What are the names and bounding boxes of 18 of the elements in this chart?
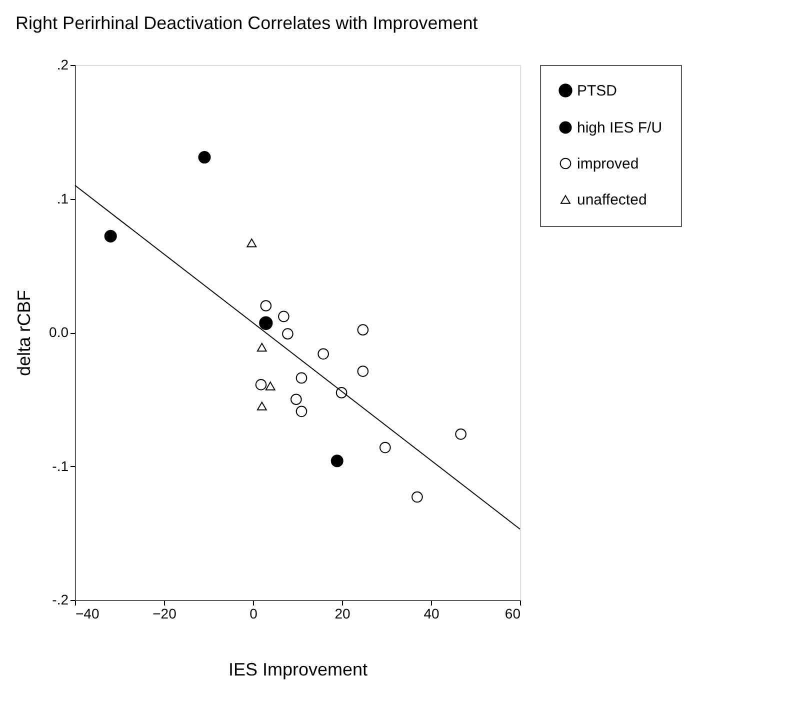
y-tick-label: 0.0: [49, 324, 69, 340]
x-tick-label: 0: [250, 606, 258, 622]
x-tick-label: 40: [424, 606, 440, 622]
x-tick-label: −40: [76, 606, 100, 622]
chart-title: Right Perirhinal Deactivation Correlates with Improvement: [16, 13, 478, 33]
y-tick-label: -.2: [52, 592, 69, 608]
y-tick-label: .1: [56, 190, 69, 206]
legend-label: unaffected: [577, 192, 647, 208]
y-tick-label: -.1: [52, 458, 69, 474]
x-tick-label: 20: [334, 606, 350, 622]
legend-label: high IES F/U: [577, 120, 662, 136]
x-axis-title: IES Improvement: [228, 660, 368, 680]
x-tick-label: −20: [152, 606, 177, 622]
legend-label: improved: [577, 156, 639, 172]
y-axis-title: delta rCBF: [14, 290, 34, 376]
y-tick-label: .2: [56, 56, 69, 72]
x-tick-label: 60: [504, 606, 521, 622]
legend-label: PTSD: [577, 82, 618, 100]
